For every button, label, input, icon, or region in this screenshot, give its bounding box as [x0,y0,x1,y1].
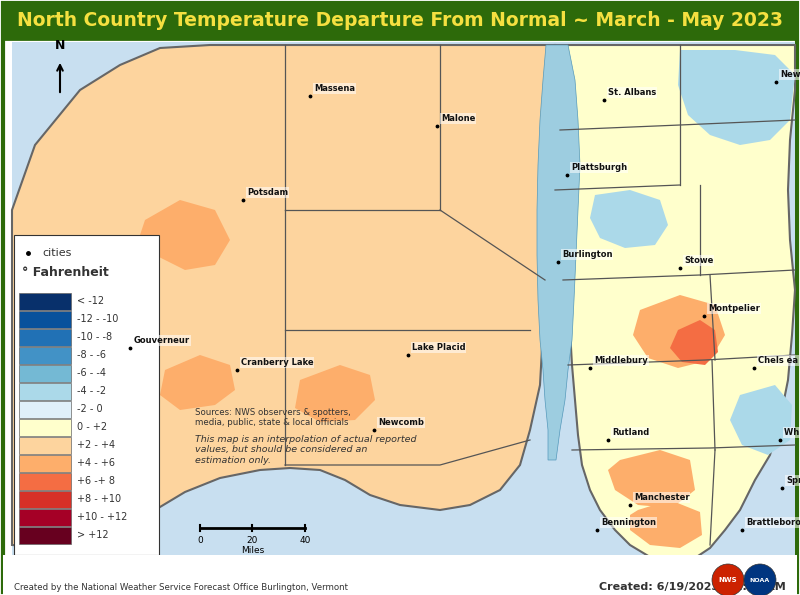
Text: Gouverneur: Gouverneur [134,336,190,345]
Text: Brattleboro: Brattleboro [746,518,800,527]
Text: 20: 20 [246,536,258,545]
Text: This map is an interpolation of actual reported
values, but should be considered: This map is an interpolation of actual r… [195,435,417,465]
Bar [19,401,71,418]
Text: Potsdam: Potsdam [247,188,288,197]
Text: Chels ea: Chels ea [758,356,798,365]
Text: -4 - -2: -4 - -2 [77,387,106,396]
Text: Springfield: Springfield [786,476,800,485]
Bar [19,437,71,454]
Text: -6 - -4: -6 - -4 [77,368,106,378]
Text: > +12: > +12 [77,531,109,540]
Text: North Country Temperature Departure From Normal ~ March - May 2023: North Country Temperature Departure From… [17,11,783,30]
Text: Rutland: Rutland [612,428,650,437]
Bar [19,311,71,328]
Polygon shape [633,295,725,368]
Text: Bennington: Bennington [601,518,656,527]
Text: +6 -+ 8: +6 -+ 8 [77,477,115,487]
Polygon shape [12,45,555,548]
Text: 0: 0 [197,536,203,545]
Text: -2 - 0: -2 - 0 [77,405,102,415]
Polygon shape [555,45,795,562]
Text: Manchester: Manchester [634,493,690,502]
Polygon shape [630,500,702,548]
Bar [19,419,71,436]
Bar [12,42,795,560]
Text: Massena: Massena [314,84,355,93]
Text: Cranberry Lake: Cranberry Lake [241,358,314,367]
Text: 40: 40 [299,536,310,545]
Bar [19,347,71,364]
Text: Stowe: Stowe [684,256,714,265]
Polygon shape [140,200,230,270]
Text: Created: 6/19/2023  11:25 AM: Created: 6/19/2023 11:25 AM [599,582,786,592]
Polygon shape [160,355,235,410]
Bar [19,473,71,490]
Polygon shape [670,320,718,365]
Text: ° Fahrenheit: ° Fahrenheit [22,267,109,280]
Text: Created by the National Weather Service Forecast Office Burlington, Vermont: Created by the National Weather Service … [14,583,348,591]
Bar [19,365,71,382]
Bar [19,527,71,544]
Text: Lake Placid: Lake Placid [412,343,466,352]
Bar [19,455,71,472]
Circle shape [744,564,776,595]
Text: Sources: NWS observers & spotters,
media, public, state & local officials: Sources: NWS observers & spotters, media… [195,408,350,427]
Circle shape [712,564,744,595]
Text: 0 - +2: 0 - +2 [77,422,107,433]
Text: NOAA: NOAA [750,578,770,583]
Text: -8 - -6: -8 - -6 [77,350,106,361]
Polygon shape [295,365,375,422]
Text: Newport: Newport [780,70,800,79]
Text: Newcomb: Newcomb [378,418,424,427]
Polygon shape [537,45,580,460]
Bar [19,509,71,526]
Text: St. Albans: St. Albans [608,88,656,97]
Bar [19,329,71,346]
Text: Miles: Miles [241,546,264,555]
Bar [3,3,797,39]
Text: Middlebury: Middlebury [594,356,648,365]
Text: +4 - +6: +4 - +6 [77,459,115,468]
Text: White River Jct: White River Jct [784,428,800,437]
Polygon shape [678,50,795,145]
Bar [3,555,797,595]
Text: Burlington: Burlington [562,250,613,259]
Text: N: N [55,39,65,52]
Polygon shape [590,190,668,248]
Polygon shape [608,450,695,508]
Polygon shape [730,385,792,455]
Text: Montpelier: Montpelier [708,304,760,313]
Text: Malone: Malone [441,114,475,123]
Bar [19,491,71,508]
Text: Plattsburgh: Plattsburgh [571,163,627,172]
Text: -10 - -8: -10 - -8 [77,333,112,343]
Bar [14,235,159,555]
Bar [19,383,71,400]
Text: NWS: NWS [718,577,738,583]
Text: cities: cities [42,248,71,258]
Text: < -12: < -12 [77,296,104,306]
Text: +8 - +10: +8 - +10 [77,494,121,505]
Text: +10 - +12: +10 - +12 [77,512,127,522]
Text: +2 - +4: +2 - +4 [77,440,115,450]
Text: -12 - -10: -12 - -10 [77,315,118,324]
Bar [19,293,71,310]
